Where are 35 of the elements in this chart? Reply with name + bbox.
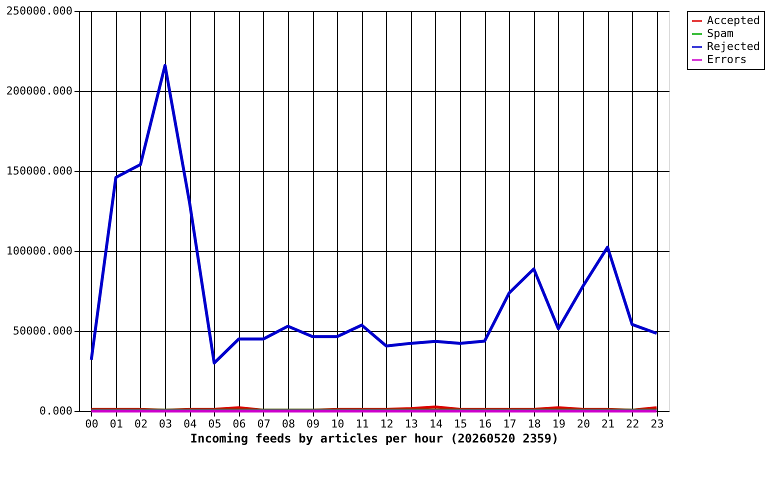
x-tick-label: 12 <box>380 418 394 430</box>
x-tick-label: 20 <box>576 418 590 430</box>
x-tick-label: 04 <box>184 418 198 430</box>
legend-label: Accepted <box>707 14 760 27</box>
x-tick-label: 08 <box>282 418 296 430</box>
y-tick-label: 100000.000 <box>6 244 72 258</box>
legend-label: Errors <box>707 53 747 66</box>
x-tick-label: 13 <box>404 418 418 430</box>
x-axis-title: Incoming feeds by articles per hour (20260520 2359) <box>190 432 559 446</box>
legend-label: Spam <box>707 27 734 40</box>
x-tick-label: 21 <box>601 418 615 430</box>
y-tick-label: 200000.000 <box>6 84 72 98</box>
x-tick-label: 05 <box>208 418 222 430</box>
x-tick-label: 17 <box>503 418 516 430</box>
x-tick-label: 02 <box>134 418 148 430</box>
x-tick-label: 18 <box>528 418 541 430</box>
x-tick-label: 06 <box>232 418 246 430</box>
y-tick-label: 150000.000 <box>6 164 72 178</box>
x-tick-label: 09 <box>306 418 320 430</box>
x-tick-label: 23 <box>650 418 664 430</box>
x-tick-label: 14 <box>429 418 443 430</box>
legend-label: Rejected <box>707 40 760 53</box>
x-tick-label: 10 <box>331 418 344 430</box>
x-tick-label: 07 <box>257 418 270 430</box>
x-tick-label: 11 <box>356 418 369 430</box>
x-tick-label: 16 <box>478 418 492 430</box>
x-tick-label: 03 <box>158 418 172 430</box>
x-tick-label: 01 <box>110 418 123 430</box>
x-tick-label: 15 <box>454 418 468 430</box>
x-tick-label: 22 <box>626 418 640 430</box>
x-tick-label: 00 <box>85 418 98 430</box>
y-tick-label: 0.000 <box>39 404 72 418</box>
y-tick-label: 250000.000 <box>6 4 72 18</box>
y-tick-label: 50000.000 <box>12 324 72 338</box>
x-tick-label: 19 <box>552 418 566 430</box>
